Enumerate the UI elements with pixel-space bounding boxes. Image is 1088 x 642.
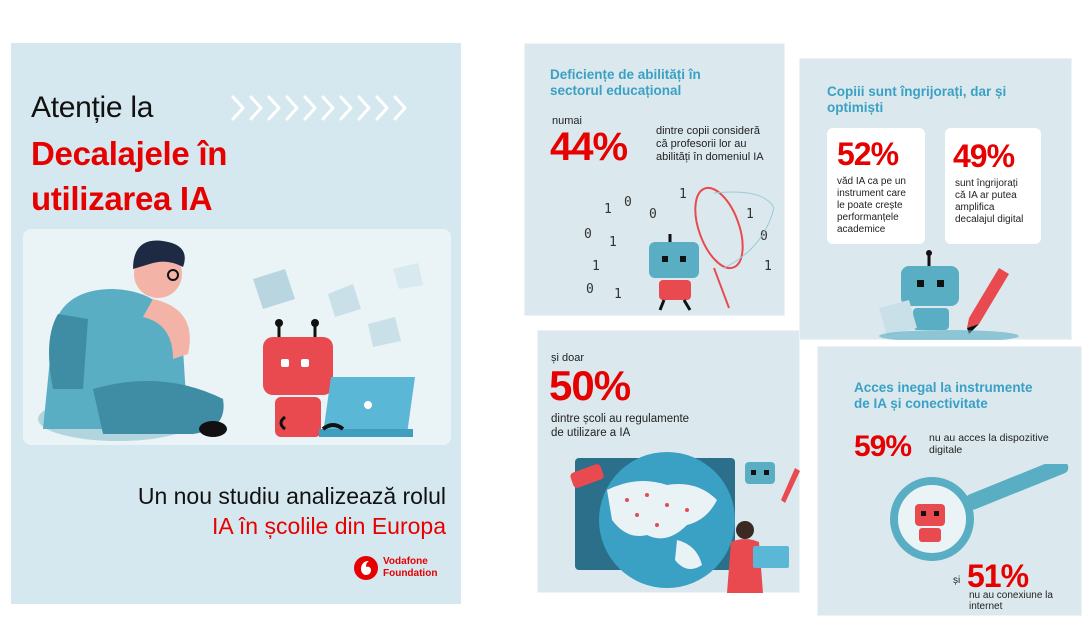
skills-gap-desc-line1: dintre copii consideră	[656, 125, 760, 137]
skills-gap-prefix: numai	[552, 115, 582, 127]
stat-card-49-percent: 49%	[953, 138, 1015, 174]
svg-text:1: 1	[679, 187, 687, 202]
globe-map-illustration-icon	[570, 452, 800, 593]
stat-card-49-line3: amplifica	[955, 202, 995, 213]
no-devices-desc-line1: nu au acces la dispozitive	[929, 432, 1049, 444]
unequal-access-heading-line2: de IA și conectivitate	[854, 396, 988, 411]
robot-pencil-icon	[879, 250, 1019, 340]
svg-text:0: 0	[624, 195, 632, 210]
worried-optimistic-heading-line2: optimiști	[827, 100, 884, 115]
worried-optimistic-heading: Copiii sunt îngrijorați, dar și optimișt…	[827, 84, 1006, 116]
stat-card-49: 49% sunt îngrijorați că IA ar putea ampl…	[945, 128, 1041, 244]
no-internet-desc: nu au conexiune la internet	[969, 590, 1053, 612]
vodafone-logo-icon	[354, 556, 378, 580]
skills-gap-percent: 44%	[550, 125, 628, 169]
logo-text-line2: Foundation	[383, 568, 438, 579]
student-robot-illustration	[23, 229, 451, 445]
stat-card-52-line1: văd IA ca pe un	[837, 176, 906, 187]
stat-card-52-line5: academice	[837, 224, 886, 235]
no-internet-prefix: și	[953, 575, 961, 586]
poster-title-line1: Atenție la	[31, 91, 154, 124]
svg-text:0: 0	[649, 207, 657, 222]
stat-card-49-line4: decalajul digital	[955, 214, 1024, 225]
svg-text:1: 1	[592, 259, 600, 274]
school-rules-desc-line1: dintre școli au regulamente	[551, 413, 690, 425]
school-rules-panel: și doar 50% dintre școli au regulamente …	[537, 330, 800, 593]
svg-text:1: 1	[604, 202, 612, 217]
poster-subtitle-line1: Un nou studiu analizează rolul	[137, 483, 446, 509]
svg-text:0: 0	[584, 227, 592, 242]
school-rules-prefix: și doar	[551, 352, 585, 364]
stat-card-52-line4: performanțele	[837, 212, 899, 223]
skills-gap-desc-line3: abilități în domeniul IA	[656, 151, 764, 163]
magnifier-robot-icon	[890, 464, 1069, 561]
robot-butterfly-net-icon: 1 00 011 0 11 011	[584, 186, 775, 311]
skills-gap-heading-line1: Deficiențe de abilități în	[550, 67, 701, 82]
stat-card-52-desc: văd IA ca pe un instrument care le poate…	[837, 176, 906, 236]
stat-card-52: 52% văd IA ca pe un instrument care le p…	[827, 128, 925, 244]
no-internet-desc-line2: internet	[969, 601, 1003, 612]
no-devices-desc-line2: digitale	[929, 444, 963, 456]
school-rules-percent: 50%	[549, 362, 631, 409]
chevrons-decoration-icon	[231, 95, 407, 121]
school-rules-desc-line2: de utilizare a IA	[551, 427, 631, 439]
svg-text:0: 0	[760, 229, 768, 244]
worried-optimistic-heading-line1: Copiii sunt îngrijorați, dar și	[827, 84, 1007, 99]
unequal-access-heading-line1: Acces inegal la instrumente	[854, 380, 1033, 395]
poster-title-line2: Decalajele în	[31, 135, 228, 172]
school-rules-desc: dintre școli au regulamente de utilizare…	[551, 412, 689, 440]
poster-title-line3: utilizarea IA	[31, 180, 213, 217]
stat-card-52-line3: le poate crește	[837, 200, 903, 211]
no-devices-percent: 59%	[854, 430, 912, 463]
stat-card-52-percent: 52%	[837, 136, 899, 172]
unequal-access-heading: Acces inegal la instrumente de IA și con…	[854, 380, 1033, 412]
skills-gap-panel: Deficiențe de abilități în sectorul educ…	[524, 43, 785, 316]
worried-optimistic-panel: Copiii sunt îngrijorați, dar și optimișt…	[799, 58, 1072, 340]
skills-gap-desc-line2: că profesorii lor au	[656, 138, 747, 150]
skills-gap-heading-line2: sectorul educațional	[550, 83, 682, 98]
stat-card-49-line2: că IA ar putea	[955, 190, 1017, 201]
skills-gap-desc: dintre copii consideră că profesorii lor…	[656, 125, 764, 164]
skills-gap-heading: Deficiențe de abilități în sectorul educ…	[550, 67, 701, 99]
stat-card-52-line2: instrument care	[837, 188, 906, 199]
svg-text:1: 1	[764, 259, 772, 274]
poster-panel: Atenție la Decalajele în utilizarea IA	[11, 43, 461, 604]
svg-text:1: 1	[614, 287, 622, 302]
svg-text:1: 1	[746, 207, 754, 222]
svg-text:1: 1	[609, 235, 617, 250]
logo-text-line1: Vodafone	[383, 556, 428, 567]
svg-text:0: 0	[586, 282, 594, 297]
no-devices-desc: nu au acces la dispozitive digitale	[929, 432, 1049, 456]
stat-card-49-desc: sunt îngrijorați că IA ar putea amplific…	[955, 178, 1023, 226]
no-internet-percent: 51%	[967, 558, 1029, 594]
student-robot-scene-icon	[38, 240, 423, 441]
poster-subtitle-line2: IA în școlile din Europa	[212, 513, 446, 539]
vodafone-logo-text: Vodafone Foundation	[383, 556, 437, 580]
no-internet-desc-line1: nu au conexiune la	[969, 590, 1053, 601]
stat-card-49-line1: sunt îngrijorați	[955, 178, 1018, 189]
unequal-access-panel: Acces inegal la instrumente de IA și con…	[817, 346, 1082, 616]
